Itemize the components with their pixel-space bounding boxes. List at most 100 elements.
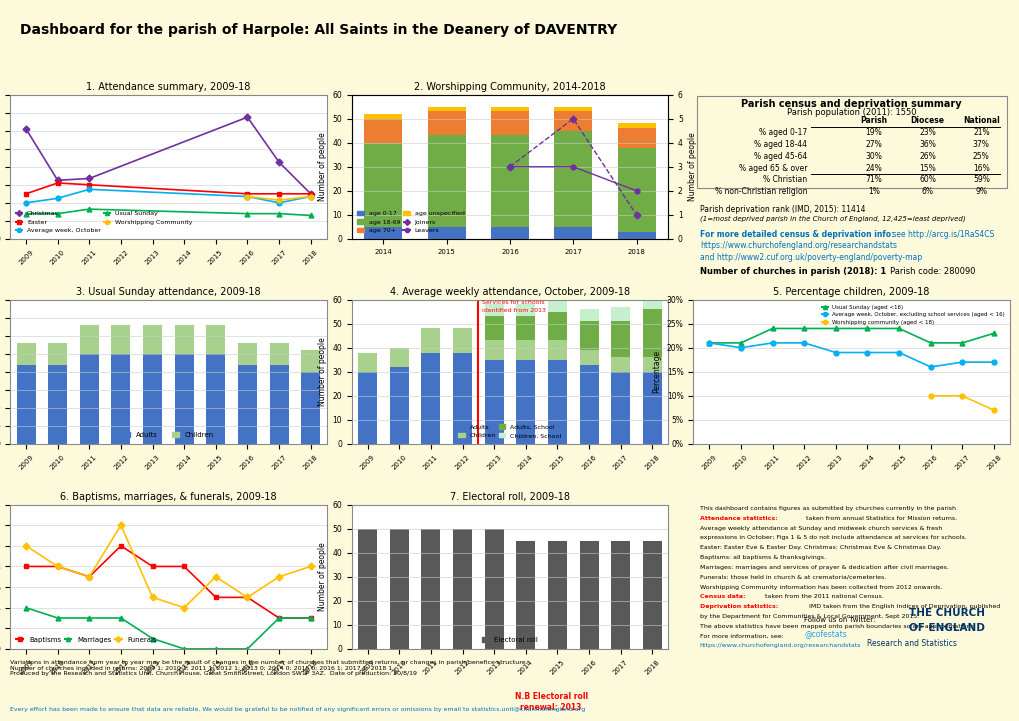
- Text: 71%: 71%: [864, 175, 881, 185]
- Bar: [174, 354, 194, 444]
- Bar: [364, 119, 403, 143]
- Bar: [206, 325, 225, 354]
- Bar: [427, 227, 466, 239]
- Bar: [516, 340, 535, 360]
- Bar: [484, 528, 503, 649]
- Bar: [111, 354, 130, 444]
- Text: For more information, see:: For more information, see:: [699, 634, 783, 639]
- Bar: [389, 348, 409, 367]
- Text: 16%: 16%: [972, 164, 988, 172]
- Bar: [547, 300, 567, 311]
- Text: This dashboard contains figures as submitted by churches currently in the parish: This dashboard contains figures as submi…: [699, 506, 955, 511]
- Bar: [579, 365, 598, 444]
- Bar: [579, 350, 598, 365]
- Bar: [553, 131, 592, 227]
- Text: taken from the 2011 national Census.: taken from the 2011 national Census.: [762, 594, 882, 599]
- Bar: [421, 329, 440, 353]
- Bar: [174, 325, 194, 354]
- Bar: [421, 353, 440, 444]
- Bar: [427, 107, 466, 112]
- Text: 30%: 30%: [864, 151, 881, 161]
- Text: 27%: 27%: [864, 140, 881, 149]
- Text: 6%: 6%: [920, 187, 932, 196]
- Text: 1%: 1%: [867, 187, 878, 196]
- Text: https://www.churchofengland.org/researchandstats: https://www.churchofengland.org/research…: [699, 241, 896, 250]
- Bar: [610, 307, 630, 322]
- Bar: [610, 541, 630, 649]
- Text: % Christian: % Christian: [762, 175, 807, 185]
- Legend: Baptisms, Marriages, Funerals: Baptisms, Marriages, Funerals: [13, 634, 160, 645]
- Text: https://www.churchofengland.org/researchandstats: https://www.churchofengland.org/research…: [699, 643, 860, 648]
- Text: Number of churches in parish (2018): 1: Number of churches in parish (2018): 1: [699, 267, 886, 276]
- Bar: [516, 304, 535, 317]
- Legend: Electoral roll: Electoral roll: [479, 634, 540, 645]
- Bar: [490, 136, 529, 227]
- Bar: [48, 343, 67, 365]
- Bar: [79, 325, 99, 354]
- Bar: [616, 231, 655, 239]
- Text: Baptisms: all baptisms & thanksgivings.: Baptisms: all baptisms & thanksgivings.: [699, 555, 825, 560]
- Text: OF ENGLAND: OF ENGLAND: [908, 623, 983, 633]
- Bar: [610, 358, 630, 372]
- Text: taken from annual Statistics for Mission returns.: taken from annual Statistics for Mission…: [803, 516, 957, 521]
- Text: Average weekly attendance at Sunday and midweek church services & fresh: Average weekly attendance at Sunday and …: [699, 526, 942, 531]
- Bar: [642, 309, 661, 358]
- Bar: [484, 304, 503, 317]
- Text: IMD taken from the English Indices of Deprivation, published: IMD taken from the English Indices of De…: [807, 604, 1000, 609]
- Text: 59%: 59%: [972, 175, 988, 185]
- Text: Research and Statistics: Research and Statistics: [866, 639, 957, 647]
- Bar: [516, 317, 535, 340]
- Text: identified from 2013: identified from 2013: [481, 308, 545, 313]
- Bar: [579, 309, 598, 322]
- Text: 24%: 24%: [864, 164, 881, 172]
- Text: THE CHURCH: THE CHURCH: [908, 609, 983, 619]
- Text: N.B Electoral roll
renewal: 2013: N.B Electoral roll renewal: 2013: [514, 692, 587, 712]
- Bar: [206, 354, 225, 444]
- Text: 9%: 9%: [974, 187, 986, 196]
- Bar: [358, 372, 377, 444]
- Bar: [516, 541, 535, 649]
- Legend: Usual Sunday (aged <16), Average week, October, excluding school services (aged : Usual Sunday (aged <16), Average week, O…: [819, 302, 1006, 327]
- Bar: [48, 365, 67, 444]
- Bar: [358, 528, 377, 649]
- Title: 6. Baptisms, marriages, & funerals, 2009-18: 6. Baptisms, marriages, & funerals, 2009…: [60, 492, 276, 503]
- Bar: [484, 317, 503, 340]
- Legend: age 0-17, age 18-69, age 70+, age unspecified, Joiners, Leavers: age 0-17, age 18-69, age 70+, age unspec…: [355, 208, 467, 236]
- Legend: Adults, Children, Adults, School, Children, School: Adults, Children, Adults, School, Childr…: [455, 422, 564, 441]
- Bar: [579, 322, 598, 350]
- Bar: [490, 227, 529, 239]
- Bar: [237, 365, 257, 444]
- Text: Follow us on Twitter:: Follow us on Twitter:: [803, 617, 874, 623]
- Text: % aged 45-64: % aged 45-64: [753, 151, 807, 161]
- Text: 25%: 25%: [972, 151, 988, 161]
- Title: 2. Worshipping Community, 2014-2018: 2. Worshipping Community, 2014-2018: [414, 82, 605, 92]
- Text: % non-Christian religion: % non-Christian religion: [714, 187, 807, 196]
- Text: Marriages: marriages and services of prayer & dedication after civil marriages.: Marriages: marriages and services of pra…: [699, 565, 948, 570]
- Bar: [237, 343, 257, 365]
- Bar: [553, 112, 592, 131]
- Text: 26%: 26%: [918, 151, 935, 161]
- Bar: [490, 112, 529, 136]
- Bar: [484, 340, 503, 360]
- Text: 15%: 15%: [918, 164, 935, 172]
- Text: @cofestats: @cofestats: [803, 629, 846, 637]
- Bar: [642, 372, 661, 444]
- Bar: [642, 358, 661, 372]
- Bar: [79, 354, 99, 444]
- Text: Dashboard for the parish of Harpole: All Saints in the Deanery of DAVENTRY: Dashboard for the parish of Harpole: All…: [20, 22, 616, 37]
- Bar: [553, 227, 592, 239]
- Text: Parish population (2011): 1550: Parish population (2011): 1550: [786, 107, 915, 117]
- Text: 21%: 21%: [972, 128, 988, 137]
- Bar: [452, 353, 472, 444]
- Y-axis label: Number of people: Number of people: [318, 337, 326, 406]
- Bar: [484, 360, 503, 444]
- Legend: Adults, Children: Adults, Children: [120, 429, 216, 441]
- Bar: [610, 322, 630, 358]
- Text: % aged 18-44: % aged 18-44: [754, 140, 807, 149]
- Text: and http://www2.cuf.org.uk/poverty-england/poverty-map: and http://www2.cuf.org.uk/poverty-engla…: [699, 252, 921, 262]
- Text: Worshipping Community information has been collected from 2012 onwards.: Worshipping Community information has be…: [699, 585, 942, 590]
- Bar: [547, 360, 567, 444]
- Legend: Christmas, Easter, Average week, October, Usual Sunday, Worshipping Community: Christmas, Easter, Average week, October…: [13, 208, 195, 236]
- Text: Parish: Parish: [859, 116, 887, 125]
- Bar: [301, 372, 320, 444]
